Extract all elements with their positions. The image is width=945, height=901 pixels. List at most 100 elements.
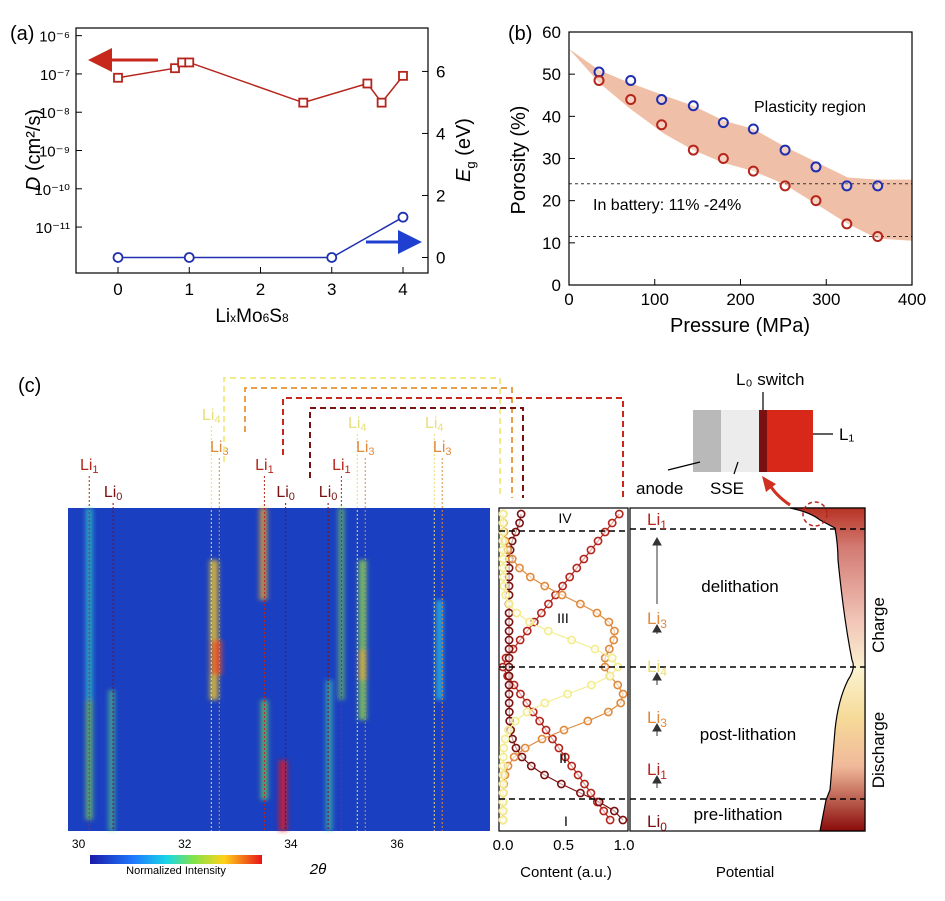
phase-arrowhead [652,623,662,633]
li4-curve-point [498,752,508,762]
annotation-plasticity: Plasticity region [754,99,866,116]
phase-label: Li4 [647,657,667,679]
phase-label: Li1 [647,510,667,532]
li1-curve-point [541,725,551,735]
a-circle-point [326,252,338,263]
li4-curve-point [512,608,522,618]
a-ytick-left-label: 10⁻⁷ [40,67,70,84]
b-point [717,153,729,164]
li1-curve-point [573,770,583,780]
panel-b-xlabel: Pressure (MPa) [670,315,810,337]
li3-curve-point [525,572,535,582]
li3-curve-point [537,734,547,744]
li0-curve-point [556,779,566,789]
li3-curve-point [603,707,613,717]
c-xtick-label: 36 [390,837,404,851]
a-ytick-left-label: 10⁻⁶ [39,29,70,46]
b-point [687,144,699,156]
colorbar [90,855,262,864]
heatmap-streak [359,650,366,680]
peak-label: Li3 [433,439,452,458]
plasticity-band [569,48,912,241]
li0-curve-point [515,518,524,528]
li3-curve-point [613,680,623,690]
a-ytick-left-label: 10⁻¹¹ [35,220,70,237]
peak-label: Li4 [425,415,444,434]
li0-curve-point [504,608,514,618]
li4-curve-point [607,653,617,663]
b-ytick-label: 30 [542,150,561,169]
li4-curve-point [510,716,520,726]
cell-schematic: L₀ switch L₁ anode SSE [636,370,854,498]
b-ytick-label: 0 [552,276,561,295]
li3-curve-point [575,599,585,609]
li1-curve-point [607,518,617,528]
li1-curve-point [579,554,589,564]
li3-curve-point [609,635,619,645]
li1-curve-point [522,626,532,636]
li1-curve-point [572,563,582,573]
a-square-point [170,63,180,74]
a-xtick-label: 0 [113,280,122,299]
li1-curve-point [554,743,564,753]
a-square-point [184,57,195,68]
peak-label: Li3 [356,439,375,458]
li1-curve-point [535,716,545,726]
li3-curve-point [618,689,628,699]
li4-curve-point [500,734,510,744]
b-xtick-label: 300 [812,290,840,309]
li0-curve-point [511,527,521,537]
li4-curve-point [586,680,596,690]
b-point [872,180,884,192]
li4-curve-point [540,698,550,708]
li4-curve-point [498,761,508,771]
peak-label: Li1 [80,457,99,476]
li3-curve-point [616,698,626,708]
peak-label: Li4 [348,415,367,434]
peak-label: Li0 [276,484,295,503]
li1-curve-point [516,689,525,699]
b-point [747,165,759,177]
li1-curve-point [567,761,577,771]
schematic-l1 [767,410,813,472]
label-l1: L₁ [839,425,854,444]
annotation-in-battery: In battery: 11% -24% [593,197,741,214]
heatmap-background [68,508,490,831]
c-xtick-label: 34 [284,837,298,851]
panel-a-frame [75,27,429,274]
li4-curve-point [498,554,508,564]
heatmap-streak [327,680,332,831]
phase-arrowhead [652,536,662,546]
panel-c-content: IV III II I 0.0 0.5 1.0 Content (a.u.) [493,507,634,881]
potential-frame [629,507,866,832]
b-point [841,218,853,230]
a-circle-point [397,211,409,223]
li3-curve-point [604,617,614,627]
li0-curve-point [517,752,527,762]
panel-a-ylabel-right: Eg (eV) [453,118,478,182]
b-ytick-label: 40 [542,107,561,126]
li4-curve-point [605,671,615,681]
b-point [872,231,884,243]
connector-li0 [309,407,524,498]
panel-label-a: (a) [10,23,34,45]
anode-leader [667,461,701,471]
li1-curve-point [600,527,610,537]
label-delithation: delithation [701,577,779,596]
connector-li3 [244,387,513,498]
li0-curve-point [504,644,514,654]
heatmap-streak [359,560,366,720]
c-xtick-label: 30 [72,837,86,851]
panel-b-chart: 0 100 200 300 400 0 10 20 30 40 50 60 Plasticity re… [508,23,926,337]
phase-label: Li3 [647,609,667,631]
li0-curve-point [516,509,526,519]
b-point [841,180,853,192]
b-point [810,161,822,173]
phase-label: Li3 [647,708,667,730]
peak-label: Li3 [210,439,229,458]
li4-curve-point [498,563,508,573]
li3-curve-point [540,581,550,591]
peak-label: Li4 [202,407,221,426]
b-point [656,93,668,105]
